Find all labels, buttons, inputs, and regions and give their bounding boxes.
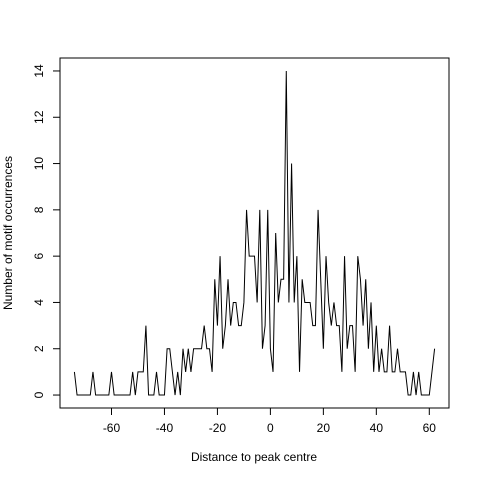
y-tick-label: 4	[32, 299, 46, 306]
x-tick-label: -60	[103, 421, 121, 435]
x-tick-label: 0	[267, 421, 274, 435]
plot-box	[59, 57, 450, 409]
y-tick-label: 2	[32, 345, 46, 352]
y-tick-label: 0	[32, 391, 46, 398]
x-axis-label: Distance to peak centre	[191, 450, 317, 464]
y-axis-label: Number of motif occurrences	[1, 156, 15, 310]
y-tick-label: 8	[32, 206, 46, 213]
y-tick-label: 12	[32, 110, 46, 124]
x-tick-label: 40	[370, 421, 384, 435]
y-tick-label: 14	[32, 64, 46, 78]
y-tick-label: 10	[32, 157, 46, 171]
x-tick-label: -40	[156, 421, 174, 435]
y-tick-label: 6	[32, 252, 46, 259]
data-line	[73, 70, 436, 396]
x-tick-label: 60	[423, 421, 437, 435]
x-tick-label: 20	[317, 421, 331, 435]
x-tick-label: -20	[209, 421, 227, 435]
